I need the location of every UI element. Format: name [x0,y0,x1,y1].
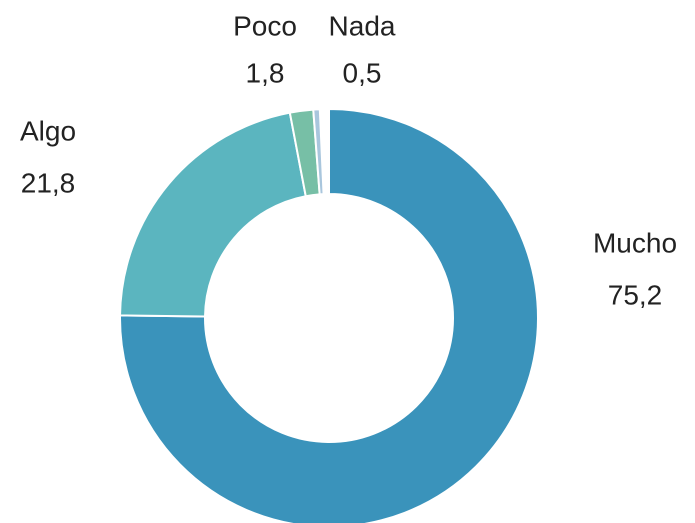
value-label: 0,5 [343,57,382,88]
category-label: Mucho [593,227,677,258]
value-label: 75,2 [608,279,663,310]
donut-slice [119,111,307,318]
category-label: Algo [20,115,76,146]
category-label: Nada [329,10,396,41]
donut-slice [312,108,325,196]
value-label: 1,8 [246,57,285,88]
category-label: Poco [233,10,297,41]
value-label: 21,8 [21,167,76,198]
donut-slice [119,107,539,523]
